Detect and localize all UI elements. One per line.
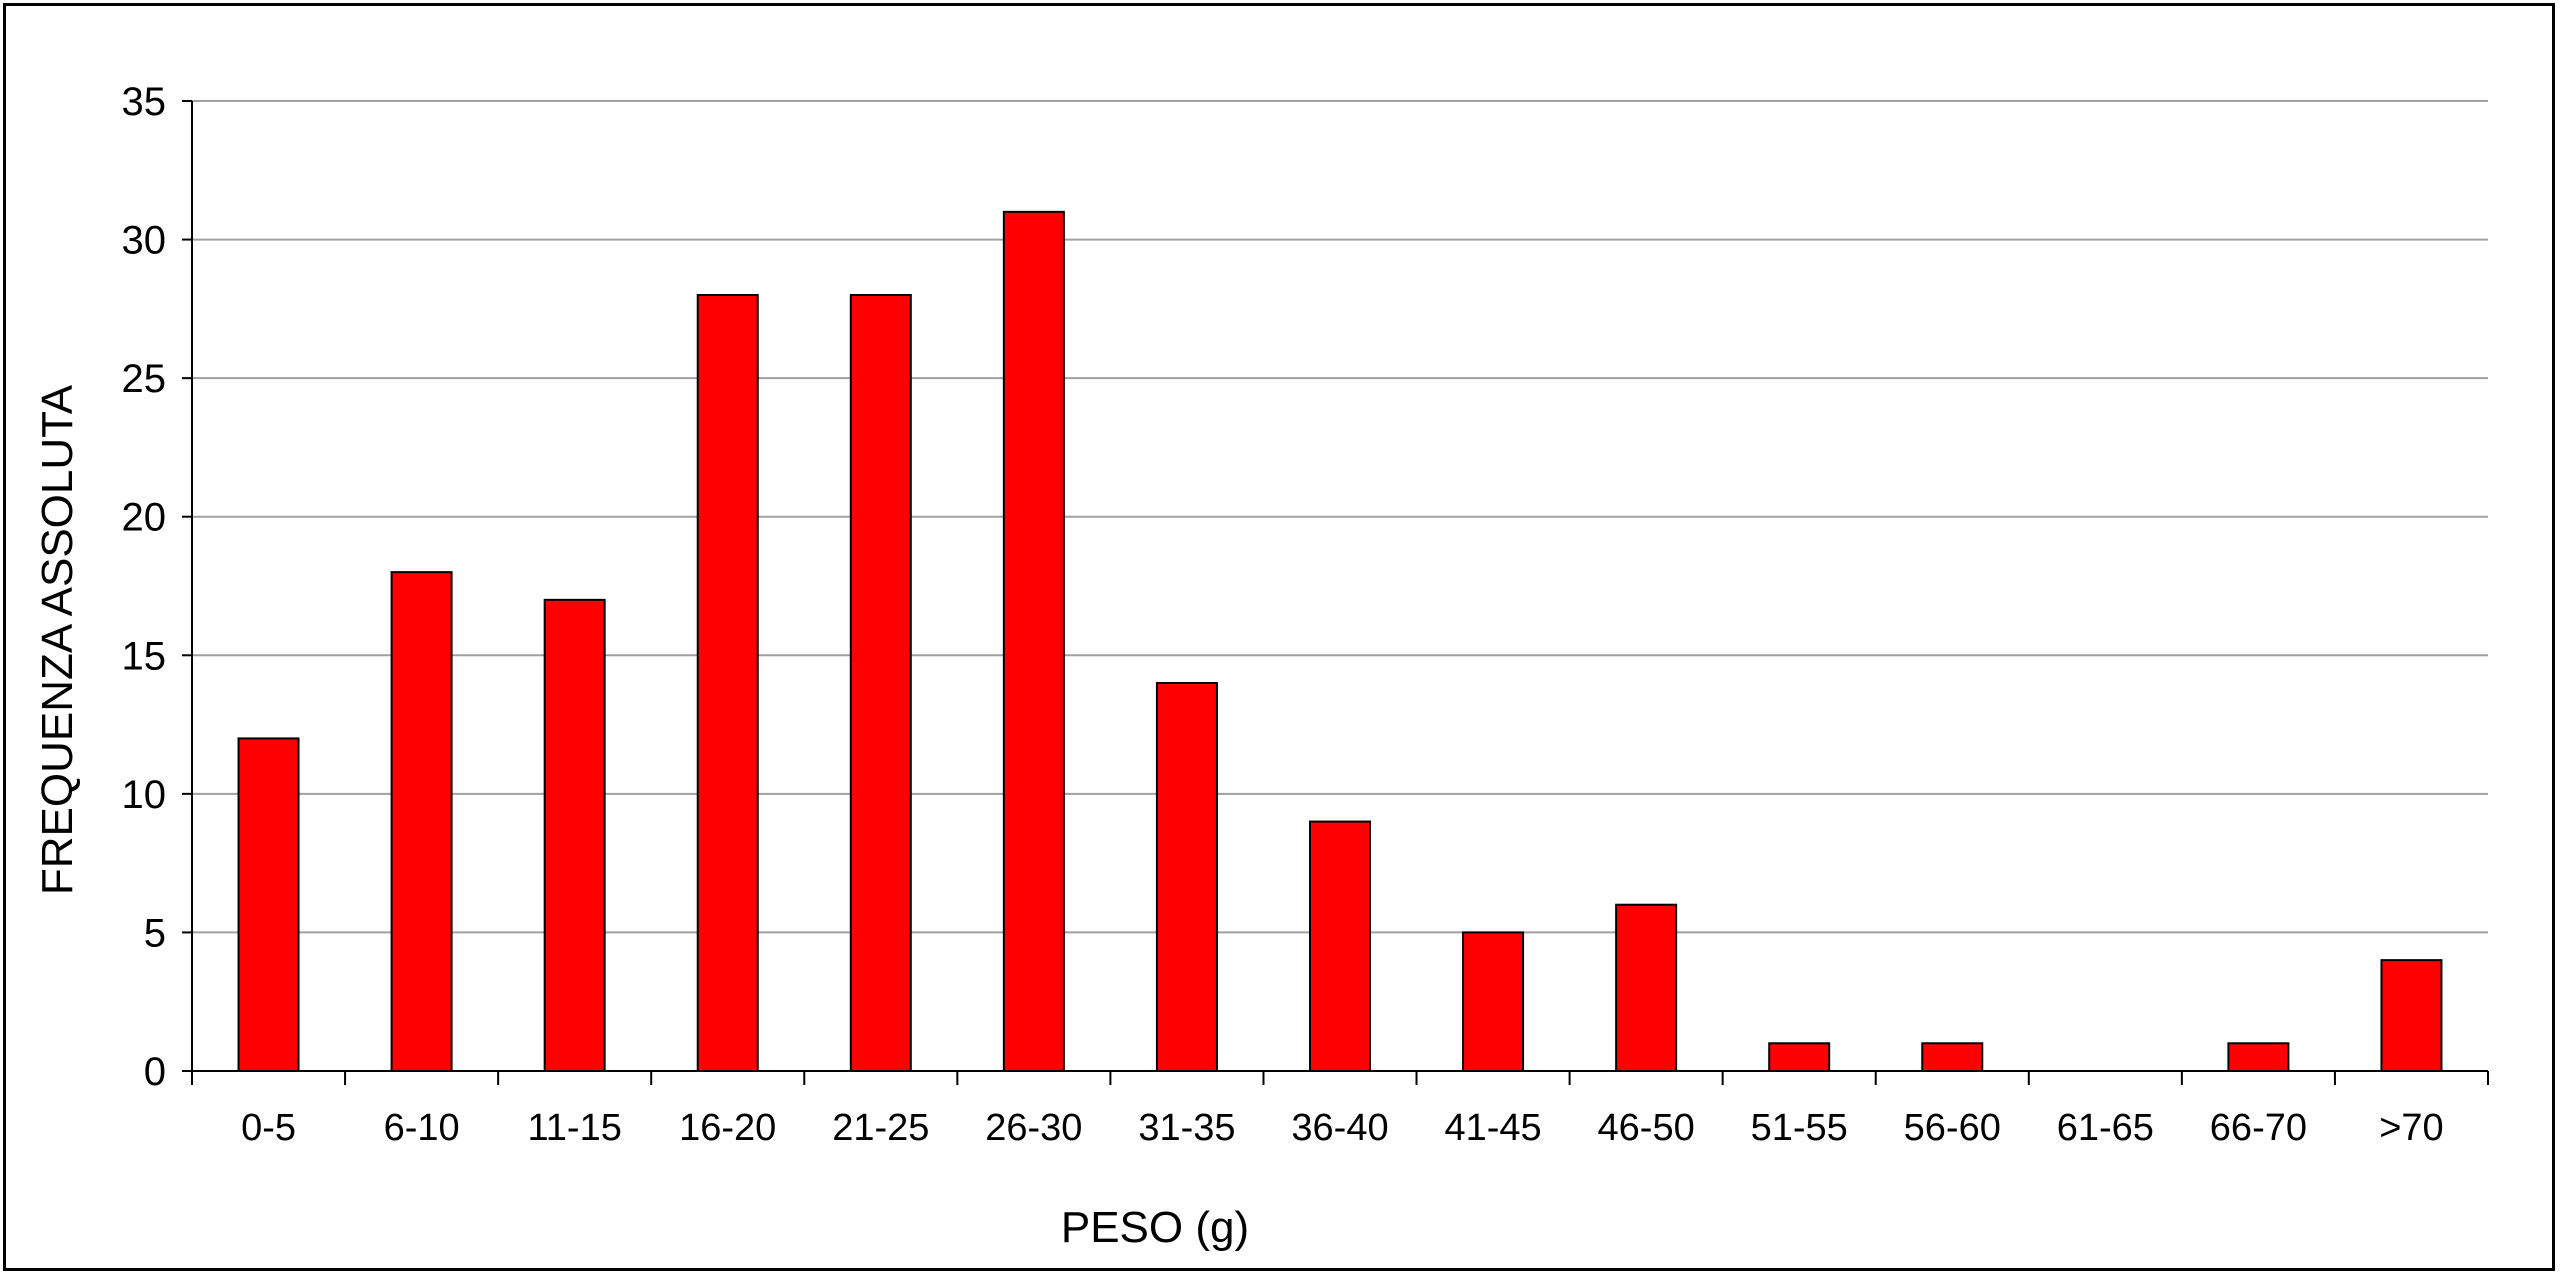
x-tick-label: 46-50: [1598, 1107, 1695, 1149]
x-tick-label: 66-70: [2210, 1107, 2307, 1149]
x-tick-label: 11-15: [527, 1107, 621, 1149]
bar-56-60: [1921, 1042, 1984, 1073]
bar-70: [2380, 959, 2443, 1073]
bar-16-20: [696, 294, 759, 1072]
bar-6-10: [390, 571, 453, 1073]
y-tick-labels: 0 5 10 15 20 25 30 35: [122, 80, 167, 1094]
bar-26-30: [1002, 210, 1065, 1073]
x-tick-label: 61-65: [2057, 1107, 2154, 1149]
bar-36-40: [1309, 820, 1371, 1072]
y-tick-label: 15: [122, 634, 167, 678]
x-tick-label: 51-55: [1751, 1107, 1848, 1149]
x-tick-label: 26-30: [985, 1107, 1082, 1149]
bar-51-55: [1768, 1042, 1831, 1073]
bar-11-15: [543, 598, 606, 1072]
x-tick-label: 6-10: [384, 1107, 460, 1149]
y-tick-label: 25: [122, 357, 167, 401]
x-tick-label: 31-35: [1138, 1107, 1235, 1149]
x-tick-label: 16-20: [679, 1107, 776, 1149]
y-tick-label: 30: [122, 219, 167, 263]
axes: [182, 100, 2489, 1085]
bars: [237, 210, 2443, 1073]
bar-21-25: [849, 294, 912, 1072]
x-tick-label: >70: [2379, 1107, 2443, 1149]
x-tick-label: 41-45: [1444, 1107, 1541, 1149]
bar-0-5: [237, 737, 300, 1073]
grid-lines: [192, 100, 2488, 934]
bar-46-50: [1615, 903, 1678, 1073]
x-tick-label: 36-40: [1291, 1107, 1388, 1149]
y-tick-label: 0: [144, 1050, 166, 1094]
y-tick-label: 20: [122, 496, 167, 540]
y-tick-label: 5: [144, 911, 166, 955]
x-axis-label: PESO (g): [1061, 1203, 1249, 1252]
bar-66-70: [2227, 1042, 2290, 1073]
y-axis-label: FREQUENZA ASSOLUTA: [33, 384, 82, 895]
chart-frame: [3, 3, 2555, 1271]
y-tick-label: 10: [122, 773, 167, 817]
bar-31-35: [1155, 682, 1218, 1072]
x-tick-labels: 0-5 6-10 11-15 16-20 21-25 26-30 31-35 36-40 41-…: [241, 1107, 2444, 1149]
x-tick-label: 56-60: [1904, 1107, 2001, 1149]
x-tick-label: 21-25: [832, 1107, 929, 1149]
x-tick-label: 0-5: [241, 1107, 296, 1149]
bar-41-45: [1462, 931, 1525, 1073]
y-tick-label: 35: [122, 80, 167, 124]
